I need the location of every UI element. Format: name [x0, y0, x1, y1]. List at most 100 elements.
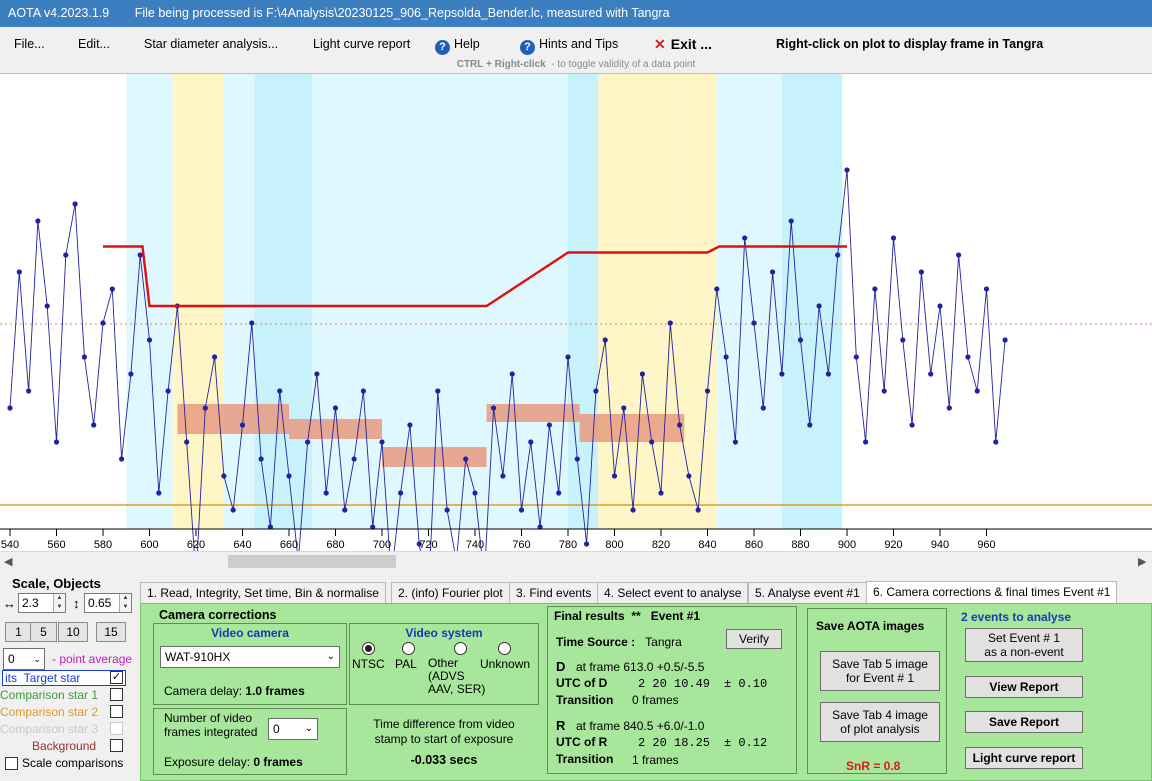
- x-tick-label: 760: [512, 539, 530, 551]
- tab-camera-corrections[interactable]: 6. Camera corrections & final times Even…: [866, 581, 1118, 604]
- data-point: [853, 354, 859, 360]
- menu-hints[interactable]: ? Hints and Tips: [520, 37, 618, 55]
- verify-button[interactable]: Verify: [726, 629, 782, 649]
- zoom-1-button[interactable]: 1: [5, 622, 32, 642]
- target-star-series: [9, 169, 1006, 596]
- plot-scrollbar[interactable]: ◀ ▶: [0, 551, 1152, 571]
- target-star-row[interactable]: its Target star: [2, 670, 126, 686]
- background-checkbox[interactable]: [110, 739, 123, 752]
- h-scale-icon: ↔: [3, 596, 16, 611]
- app-version: AOTA v4.2023.1.9: [8, 6, 110, 20]
- data-point: [574, 456, 580, 462]
- data-point: [611, 473, 618, 479]
- scrollbar-thumb[interactable]: [228, 555, 396, 568]
- comparison-star-1-checkbox[interactable]: [110, 688, 123, 701]
- final-results-stars: **: [631, 609, 641, 623]
- data-point: [100, 320, 106, 326]
- exposure-delay: Exposure delay: 0 frames: [164, 755, 303, 769]
- tab-select-event[interactable]: 4. Select event to analyse: [597, 582, 749, 604]
- hint-text: - to toggle validity of a data point: [551, 59, 696, 70]
- ntsc-label: NTSC: [352, 657, 385, 671]
- pal-radio[interactable]: [402, 642, 415, 655]
- menu-exit[interactable]: ✕ Exit ...: [654, 36, 712, 53]
- data-point: [239, 422, 246, 428]
- point-average-select[interactable]: 0 ⌄: [3, 648, 45, 670]
- data-point: [937, 303, 943, 309]
- data-point: [44, 303, 50, 309]
- comparison-star-2-checkbox[interactable]: [110, 705, 123, 718]
- snr-value: SnR = 0.8: [846, 759, 901, 773]
- target-star-checkbox[interactable]: ✓: [110, 671, 123, 684]
- data-point: [779, 371, 785, 377]
- time-difference-value: -0.033 secs: [410, 753, 478, 767]
- set-non-event-button[interactable]: Set Event # 1 as a non-event: [965, 628, 1083, 662]
- x-tick-label: 680: [326, 539, 344, 551]
- zoom-10-button[interactable]: 10: [58, 622, 88, 642]
- event-sample-box: [289, 419, 382, 439]
- other-radio[interactable]: [454, 642, 467, 655]
- menu-edit[interactable]: Edit...: [78, 37, 110, 51]
- camera-corrections-title: Camera corrections: [159, 608, 277, 622]
- utc-r-error: ± 0.12: [724, 736, 768, 750]
- v-scale-spinner[interactable]: 0.65 ▲ ▼: [84, 593, 132, 613]
- camera-corrections-panel: Camera corrections Video camera WAT-910H…: [140, 603, 1152, 781]
- menu-help[interactable]: ? Help: [435, 37, 480, 55]
- background-label: Background: [32, 739, 97, 753]
- data-point: [407, 422, 413, 428]
- final-results-label: Final results: [554, 609, 625, 623]
- data-point: [258, 456, 264, 462]
- data-point: [890, 235, 897, 241]
- r-transition-value: 1 frames: [632, 753, 679, 767]
- view-report-button[interactable]: View Report: [965, 676, 1083, 698]
- frames-integrated-label: Number of video frames integrated: [164, 711, 258, 739]
- scroll-left-icon[interactable]: ◀: [4, 556, 13, 568]
- x-tick-label: 740: [466, 539, 484, 551]
- file-message: File being processed is F:\4Analysis\202…: [134, 6, 670, 20]
- tab-fourier[interactable]: 2. (info) Fourier plot: [391, 582, 510, 604]
- menu-star-diameter[interactable]: Star diameter analysis...: [144, 37, 279, 51]
- event-sample-box: [579, 414, 685, 442]
- menu-exit-label: Exit ...: [670, 36, 712, 52]
- data-point: [918, 269, 925, 275]
- spin-arrows-icon[interactable]: ▲ ▼: [119, 594, 131, 612]
- menu-bar: File... Edit... Star diameter analysis..…: [0, 27, 1152, 59]
- hint-keys: CTRL + Right-click: [456, 59, 546, 70]
- save-report-button[interactable]: Save Report: [965, 711, 1083, 733]
- plot-band: [598, 74, 685, 529]
- tab-find-events[interactable]: 3. Find events: [509, 582, 599, 604]
- menu-light-curve-report[interactable]: Light curve report: [313, 37, 411, 51]
- camera-model-select[interactable]: WAT-910HX ⌄: [160, 646, 340, 668]
- tab-analyse-event[interactable]: 5. Analyse event #1: [748, 582, 867, 604]
- data-point: [528, 439, 534, 445]
- camera-delay-value: 1.0 frames: [245, 684, 305, 698]
- ntsc-radio[interactable]: [362, 642, 375, 655]
- h-scale-spinner[interactable]: 2.3 ▲ ▼: [18, 593, 66, 613]
- plot-svg[interactable]: 540 560 580 600 620 640 660 680 700 720 740 760 780 8…: [0, 74, 1152, 598]
- comparison-star-3-checkbox[interactable]: [110, 722, 123, 735]
- model-line: [103, 245, 847, 308]
- frames-integrated-select[interactable]: 0 ⌄: [268, 718, 318, 740]
- scroll-right-icon[interactable]: ▶: [1138, 556, 1147, 568]
- light-curve-report-button[interactable]: Light curve report: [965, 747, 1083, 769]
- scale-objects-title: Scale, Objects: [12, 576, 101, 591]
- menu-file[interactable]: File...: [14, 37, 45, 51]
- chevron-down-icon: ⌄: [326, 651, 335, 662]
- zoom-5-button[interactable]: 5: [30, 622, 57, 642]
- data-point: [844, 167, 850, 173]
- data-point: [146, 337, 153, 343]
- unknown-radio[interactable]: [498, 642, 511, 655]
- light-curve-plot[interactable]: 540 560 580 600 620 640 660 680 700 720 740 760 780 8…: [0, 73, 1152, 598]
- spin-arrows-icon[interactable]: ▲ ▼: [53, 594, 65, 612]
- tab-read-integrity[interactable]: 1. Read, Integrity, Set time, Bin & norm…: [140, 582, 386, 604]
- utc-r-value: 2 20 18.25: [638, 736, 711, 750]
- save-tab4-image-button[interactable]: Save Tab 4 image of plot analysis: [820, 702, 940, 742]
- menu-help-label: Help: [454, 37, 480, 51]
- save-tab5-image-button[interactable]: Save Tab 5 image for Event # 1: [820, 651, 940, 691]
- data-point: [704, 388, 711, 394]
- zoom-15-button[interactable]: 15: [96, 622, 126, 642]
- v-scale-value: 0.65: [88, 596, 112, 610]
- data-point: [593, 388, 599, 394]
- x-tick-label: 780: [559, 539, 577, 551]
- scale-comparisons-checkbox[interactable]: [5, 757, 18, 770]
- data-point: [444, 507, 450, 513]
